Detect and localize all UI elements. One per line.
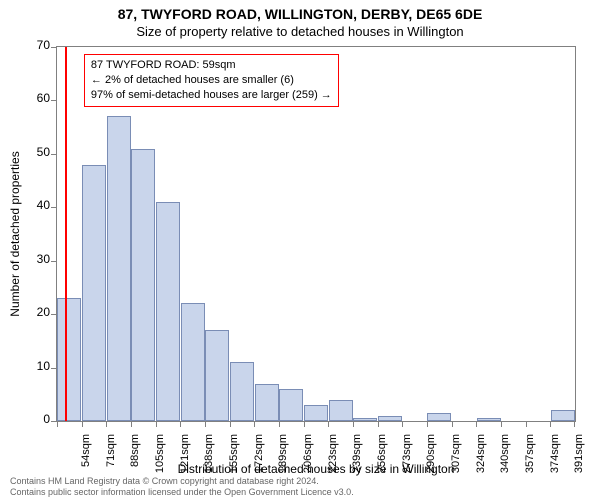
xtick-mark (156, 421, 157, 427)
xtick-label: 239sqm (351, 434, 363, 494)
xtick-label: 290sqm (425, 434, 437, 494)
histogram-bar (551, 410, 575, 421)
chart-title-main: 87, TWYFORD ROAD, WILLINGTON, DERBY, DE6… (0, 6, 600, 22)
xtick-label: 340sqm (499, 434, 511, 494)
xtick-label: 391sqm (573, 434, 585, 494)
xtick-label: 88sqm (129, 434, 141, 494)
xtick-mark (106, 421, 107, 427)
xtick-mark (378, 421, 379, 427)
ytick-mark (51, 100, 57, 101)
histogram-bar (477, 418, 501, 421)
xtick-label: 71sqm (105, 434, 117, 494)
ytick-mark (51, 314, 57, 315)
histogram-bar (205, 330, 229, 421)
highlight-line (65, 47, 67, 421)
histogram-bar (255, 384, 279, 421)
xtick-mark (550, 421, 551, 427)
histogram-bar (353, 418, 377, 421)
histogram-bar (427, 413, 451, 421)
annotation-line: 87 TWYFORD ROAD: 59sqm (91, 58, 332, 73)
annotation-line: ← 2% of detached houses are smaller (6) (91, 73, 332, 88)
histogram-bar (279, 389, 303, 421)
xtick-label: 223sqm (327, 434, 339, 494)
xtick-mark (230, 421, 231, 427)
chart-container: 87, TWYFORD ROAD, WILLINGTON, DERBY, DE6… (0, 0, 600, 500)
ytick-mark (51, 207, 57, 208)
xtick-mark (574, 421, 575, 427)
xtick-mark (131, 421, 132, 427)
xtick-label: 256sqm (376, 434, 388, 494)
ytick-mark (51, 368, 57, 369)
ytick-mark (51, 154, 57, 155)
annotation-box: 87 TWYFORD ROAD: 59sqm← 2% of detached h… (84, 54, 339, 107)
xtick-label: 273sqm (401, 434, 413, 494)
xtick-mark (353, 421, 354, 427)
xtick-mark (328, 421, 329, 427)
annotation-line: 97% of semi-detached houses are larger (… (91, 88, 332, 103)
xtick-mark (427, 421, 428, 427)
xtick-mark (57, 421, 58, 427)
histogram-bar (181, 303, 205, 421)
xtick-mark (304, 421, 305, 427)
ytick-label: 60 (22, 91, 50, 105)
xtick-mark (526, 421, 527, 427)
xtick-label: 54sqm (80, 434, 92, 494)
histogram-bar (378, 416, 402, 421)
xtick-label: 172sqm (253, 434, 265, 494)
ytick-label: 0 (22, 412, 50, 426)
ytick-mark (51, 47, 57, 48)
xtick-mark (279, 421, 280, 427)
xtick-label: 307sqm (450, 434, 462, 494)
ytick-label: 70 (22, 38, 50, 52)
xtick-mark (205, 421, 206, 427)
xtick-mark (501, 421, 502, 427)
xtick-label: 189sqm (277, 434, 289, 494)
xtick-mark (452, 421, 453, 427)
chart-title-sub: Size of property relative to detached ho… (0, 24, 600, 39)
xtick-label: 121sqm (179, 434, 191, 494)
histogram-bar (156, 202, 180, 421)
ytick-label: 10 (22, 359, 50, 373)
ytick-label: 50 (22, 145, 50, 159)
xtick-mark (82, 421, 83, 427)
xtick-label: 357sqm (524, 434, 536, 494)
xtick-label: 324sqm (475, 434, 487, 494)
histogram-bar (230, 362, 254, 421)
histogram-bar (107, 116, 131, 421)
ytick-label: 30 (22, 252, 50, 266)
xtick-mark (476, 421, 477, 427)
xtick-label: 374sqm (549, 434, 561, 494)
xtick-label: 155sqm (228, 434, 240, 494)
histogram-bar (329, 400, 353, 421)
histogram-bar (304, 405, 328, 421)
histogram-bar (57, 298, 81, 421)
xtick-mark (402, 421, 403, 427)
xtick-label: 138sqm (203, 434, 215, 494)
ytick-label: 40 (22, 198, 50, 212)
ytick-mark (51, 261, 57, 262)
xtick-mark (180, 421, 181, 427)
xtick-mark (254, 421, 255, 427)
histogram-bar (82, 165, 106, 421)
xtick-label: 206sqm (302, 434, 314, 494)
xtick-label: 105sqm (154, 434, 166, 494)
histogram-bar (131, 149, 155, 421)
ytick-label: 20 (22, 305, 50, 319)
